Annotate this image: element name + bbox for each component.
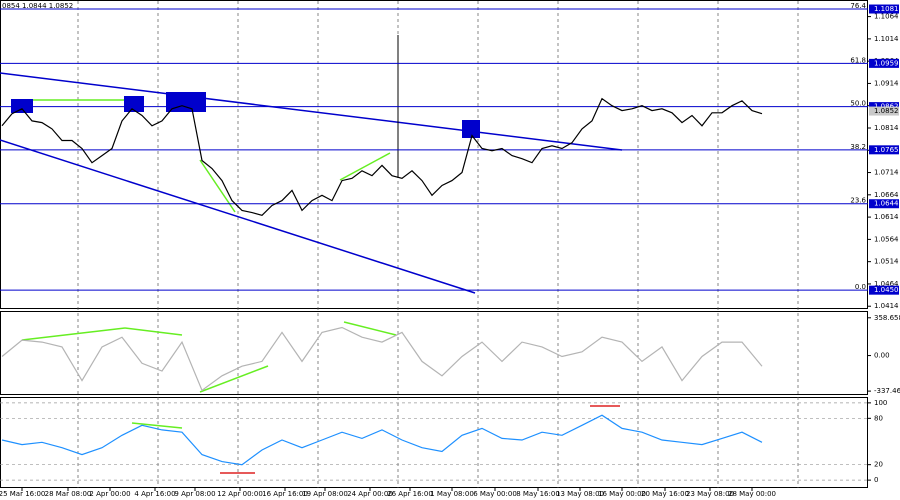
- fib-label: 50.0: [850, 100, 866, 108]
- price-tag-label: 1.0959: [874, 59, 899, 67]
- x-tick-label: 16 Apr 16:00: [262, 490, 308, 498]
- y-tick-label: 1.1064: [874, 13, 899, 21]
- y-tick-label: 1.0414: [874, 302, 899, 310]
- x-tick-label: 19 Apr 08:00: [302, 490, 348, 498]
- last-price-tag: [869, 106, 899, 116]
- y-tick-label: 1.0664: [874, 191, 899, 199]
- x-tick-label: 13 May 08:00: [556, 490, 604, 498]
- y-tick-label: 80: [874, 414, 883, 422]
- signal-box: [11, 99, 33, 113]
- price-tag: [869, 4, 899, 14]
- drawings: [0, 35, 623, 474]
- rsi-frame: [0, 397, 868, 488]
- y-tick-label: -337.462: [874, 387, 900, 395]
- series-line: [1, 414, 763, 466]
- x-tick-label: 12 Apr 00:00: [217, 490, 263, 498]
- x-tick-label: 24 Apr 00:00: [347, 490, 393, 498]
- fib-label: 76.4: [850, 2, 866, 10]
- x-tick-label: 9 Apr 08:00: [174, 490, 215, 498]
- y-tick-label: 1.0714: [874, 169, 899, 177]
- y-tick-label: 0: [874, 476, 878, 484]
- fib-label: 0.0: [855, 283, 866, 291]
- y-tick-label: 1.0814: [874, 124, 899, 132]
- trend-line: [0, 72, 623, 151]
- y-tick-label: 100: [874, 399, 887, 407]
- fib-label: 61.8: [850, 56, 866, 64]
- y-tick-label: 20: [874, 461, 883, 469]
- signal-box: [462, 120, 480, 138]
- price-tag: [869, 285, 899, 295]
- y-tick-label: 1.0564: [874, 235, 899, 243]
- divergence-line: [124, 327, 183, 336]
- price-tag-label: 1.1081: [874, 5, 899, 13]
- series-line: [1, 97, 763, 216]
- price-tag: [869, 145, 899, 155]
- x-tick-label: 4 Apr 16:00: [134, 490, 175, 498]
- series-line: [1, 326, 763, 392]
- fib-label: 23.6: [850, 197, 866, 205]
- divergence-line: [339, 152, 391, 181]
- y-tick-label: 1.0614: [874, 213, 899, 221]
- y-tick-label: 358.6587: [874, 314, 900, 322]
- divergence-line: [21, 327, 126, 341]
- price-frame: [0, 0, 868, 309]
- y-tick-label: 1.1014: [874, 35, 899, 43]
- divergence-line: [343, 321, 397, 336]
- price-tag: [869, 199, 899, 209]
- price-tag-label: 1.0765: [874, 146, 899, 154]
- last-price-label: 1.0852: [874, 107, 899, 115]
- price-tag: [869, 58, 899, 68]
- signal-box: [124, 96, 144, 112]
- x-tick-label: 26 Apr 16:00: [387, 490, 433, 498]
- price-tag-label: 1.0450: [874, 286, 899, 294]
- y-tick-label: 1.0464: [874, 280, 899, 288]
- x-tick-label: 2 Apr 00:00: [89, 490, 130, 498]
- chart-title: 0854 1.0844 1.0852: [2, 2, 73, 10]
- y-tick-label: 1.0514: [874, 258, 899, 266]
- price-tag-label: 1.0644: [874, 200, 899, 208]
- x-tick-label: 28 Mar 08:00: [45, 490, 92, 498]
- divergence-line: [131, 422, 183, 429]
- fib-label: 38.2: [850, 143, 866, 151]
- y-tick-label: 1.0914: [874, 79, 899, 87]
- y-tick-label: 0.00: [874, 352, 890, 360]
- x-tick-label: 25 Mar 16:00: [0, 490, 45, 498]
- frames: [0, 0, 868, 488]
- x-tick-label: 20 May 16:00: [641, 490, 689, 498]
- x-tick-label: 6 May 00:00: [473, 490, 517, 498]
- x-tick-label: 23 May 08:00: [686, 490, 734, 498]
- x-tick-label: 16 May 00:00: [598, 490, 646, 498]
- x-tick-label: 28 May 00:00: [728, 490, 776, 498]
- trend-line: [0, 139, 476, 294]
- x-tick-label: 1 May 08:00: [430, 490, 474, 498]
- cci-frame: [0, 311, 868, 395]
- x-tick-label: 8 May 16:00: [516, 490, 560, 498]
- divergence-line: [199, 365, 269, 393]
